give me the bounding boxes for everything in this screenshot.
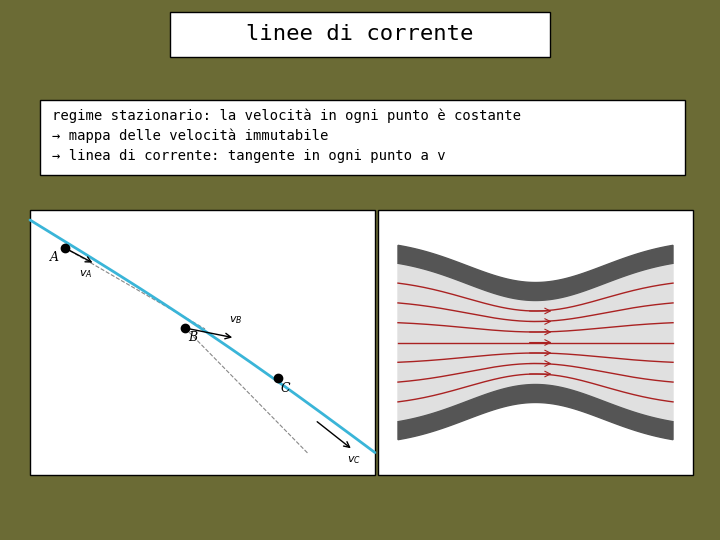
Text: B: B bbox=[188, 331, 197, 344]
Polygon shape bbox=[398, 264, 673, 422]
Polygon shape bbox=[398, 384, 673, 440]
FancyBboxPatch shape bbox=[378, 210, 693, 475]
Text: → mappa delle velocità immutabile: → mappa delle velocità immutabile bbox=[52, 129, 328, 143]
Polygon shape bbox=[398, 245, 673, 300]
FancyBboxPatch shape bbox=[30, 210, 375, 475]
FancyBboxPatch shape bbox=[40, 100, 685, 175]
Text: C: C bbox=[281, 382, 291, 395]
Text: A: A bbox=[50, 251, 59, 264]
Text: → linea di corrente: tangente in ogni punto a v: → linea di corrente: tangente in ogni pu… bbox=[52, 149, 446, 163]
FancyBboxPatch shape bbox=[170, 12, 550, 57]
Text: $v_A$: $v_A$ bbox=[79, 268, 92, 280]
Text: $v_C$: $v_C$ bbox=[347, 454, 361, 466]
Text: $v_B$: $v_B$ bbox=[229, 314, 243, 326]
Text: regime stazionario: la velocità in ogni punto è costante: regime stazionario: la velocità in ogni … bbox=[52, 109, 521, 123]
Text: linee di corrente: linee di corrente bbox=[246, 24, 474, 44]
